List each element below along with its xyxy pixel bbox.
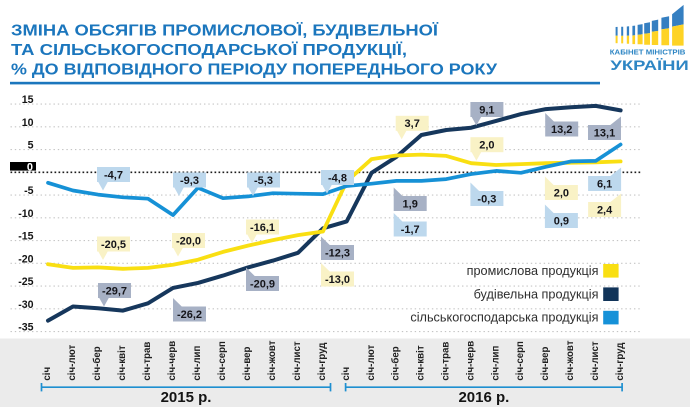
svg-text:2,0: 2,0 — [479, 140, 494, 152]
svg-text:січ: січ — [42, 367, 53, 381]
svg-text:2016 р.: 2016 р. — [458, 389, 509, 406]
svg-text:січ-бер: січ-бер — [92, 346, 103, 380]
svg-text:-30: -30 — [18, 299, 33, 311]
svg-text:січ-лист: січ-лист — [292, 341, 303, 380]
svg-text:ЗМІНА ОБСЯГІВ ПРОМИСЛОВОЇ, БУД: ЗМІНА ОБСЯГІВ ПРОМИСЛОВОЇ, БУДІВЕЛЬНОЇ — [11, 22, 439, 40]
svg-text:-12,3: -12,3 — [325, 247, 350, 259]
svg-text:січ-бер: січ-бер — [391, 346, 402, 380]
svg-text:2015 р.: 2015 р. — [161, 389, 212, 406]
svg-text:0: 0 — [27, 161, 33, 173]
svg-text:-20,0: -20,0 — [176, 235, 201, 247]
svg-text:10: 10 — [22, 117, 34, 129]
svg-text:-20,5: -20,5 — [101, 239, 126, 251]
svg-text:-16,1: -16,1 — [250, 222, 275, 234]
svg-text:-15: -15 — [18, 231, 33, 243]
svg-text:5: 5 — [28, 140, 34, 152]
svg-text:-20: -20 — [18, 253, 33, 265]
svg-text:2,0: 2,0 — [554, 187, 569, 199]
svg-text:січ-квіт: січ-квіт — [416, 345, 427, 380]
svg-text:-1,7: -1,7 — [401, 224, 420, 236]
svg-text:-26,2: -26,2 — [177, 309, 202, 321]
svg-text:січ-вер: січ-вер — [242, 346, 253, 380]
svg-text:ТА СІЛЬСЬКОГОСПОДАРСЬКОЇ ПРОДУ: ТА СІЛЬСЬКОГОСПОДАРСЬКОЇ ПРОДУКЦІЇ, — [11, 41, 407, 59]
svg-text:січ-лют: січ-лют — [366, 344, 377, 380]
svg-text:15: 15 — [22, 94, 34, 106]
svg-text:-4,7: -4,7 — [104, 169, 123, 181]
svg-text:-5: -5 — [24, 185, 34, 197]
svg-text:9,1: 9,1 — [479, 104, 494, 116]
svg-text:січ-груд: січ-груд — [317, 343, 328, 381]
svg-text:промислова продукція: промислова продукція — [467, 264, 599, 278]
svg-text:-29,7: -29,7 — [102, 285, 127, 297]
svg-text:УКРАЇНИ: УКРАЇНИ — [610, 57, 688, 73]
svg-text:січ-трав: січ-трав — [142, 342, 153, 381]
svg-text:січ: січ — [341, 367, 352, 381]
svg-text:3,7: 3,7 — [405, 118, 420, 130]
svg-text:січ-черв: січ-черв — [167, 341, 178, 381]
svg-text:-4,8: -4,8 — [328, 172, 347, 184]
svg-text:-10: -10 — [18, 208, 33, 220]
svg-text:січ-трав: січ-трав — [441, 342, 452, 381]
svg-text:січ-серп: січ-серп — [515, 341, 526, 381]
svg-text:січ-груд: січ-груд — [615, 343, 626, 381]
svg-text:6,1: 6,1 — [597, 178, 612, 190]
svg-text:-35: -35 — [18, 322, 33, 334]
svg-text:1,9: 1,9 — [403, 198, 418, 210]
svg-text:% ДО ВІДПОВІДНОГО ПЕРІОДУ ПОПЕ: % ДО ВІДПОВІДНОГО ПЕРІОДУ ПОПЕРЕДНЬОГО Р… — [11, 62, 498, 79]
svg-text:січ-серп: січ-серп — [217, 341, 228, 381]
svg-text:січ-черв: січ-черв — [465, 341, 476, 381]
svg-text:січ-жовт: січ-жовт — [565, 340, 576, 380]
svg-text:13,2: 13,2 — [551, 124, 572, 136]
svg-text:січ-лист: січ-лист — [590, 341, 601, 380]
svg-text:січ-вер: січ-вер — [540, 346, 551, 380]
svg-text:0,9: 0,9 — [554, 215, 569, 227]
svg-text:січ-лип: січ-лип — [490, 346, 501, 381]
svg-text:-0,3: -0,3 — [477, 193, 496, 205]
svg-text:2,4: 2,4 — [597, 204, 613, 216]
svg-text:-13,0: -13,0 — [325, 274, 350, 286]
svg-text:-25: -25 — [18, 276, 33, 288]
svg-text:-9,3: -9,3 — [180, 175, 199, 187]
svg-text:-5,3: -5,3 — [254, 175, 273, 187]
svg-text:січ-жовт: січ-жовт — [267, 340, 278, 380]
svg-text:13,1: 13,1 — [594, 127, 615, 139]
svg-text:січ-квіт: січ-квіт — [117, 345, 128, 380]
svg-text:-20,9: -20,9 — [250, 278, 275, 290]
svg-text:будівельна продукція: будівельна продукція — [474, 287, 599, 301]
svg-text:січ-лют: січ-лют — [67, 344, 78, 380]
svg-text:січ-лип: січ-лип — [192, 346, 203, 381]
svg-text:сільськогосподарська продукція: сільськогосподарська продукція — [410, 311, 598, 325]
svg-text:КАБІНЕТ МІНІСТРІВ: КАБІНЕТ МІНІСТРІВ — [610, 48, 686, 57]
